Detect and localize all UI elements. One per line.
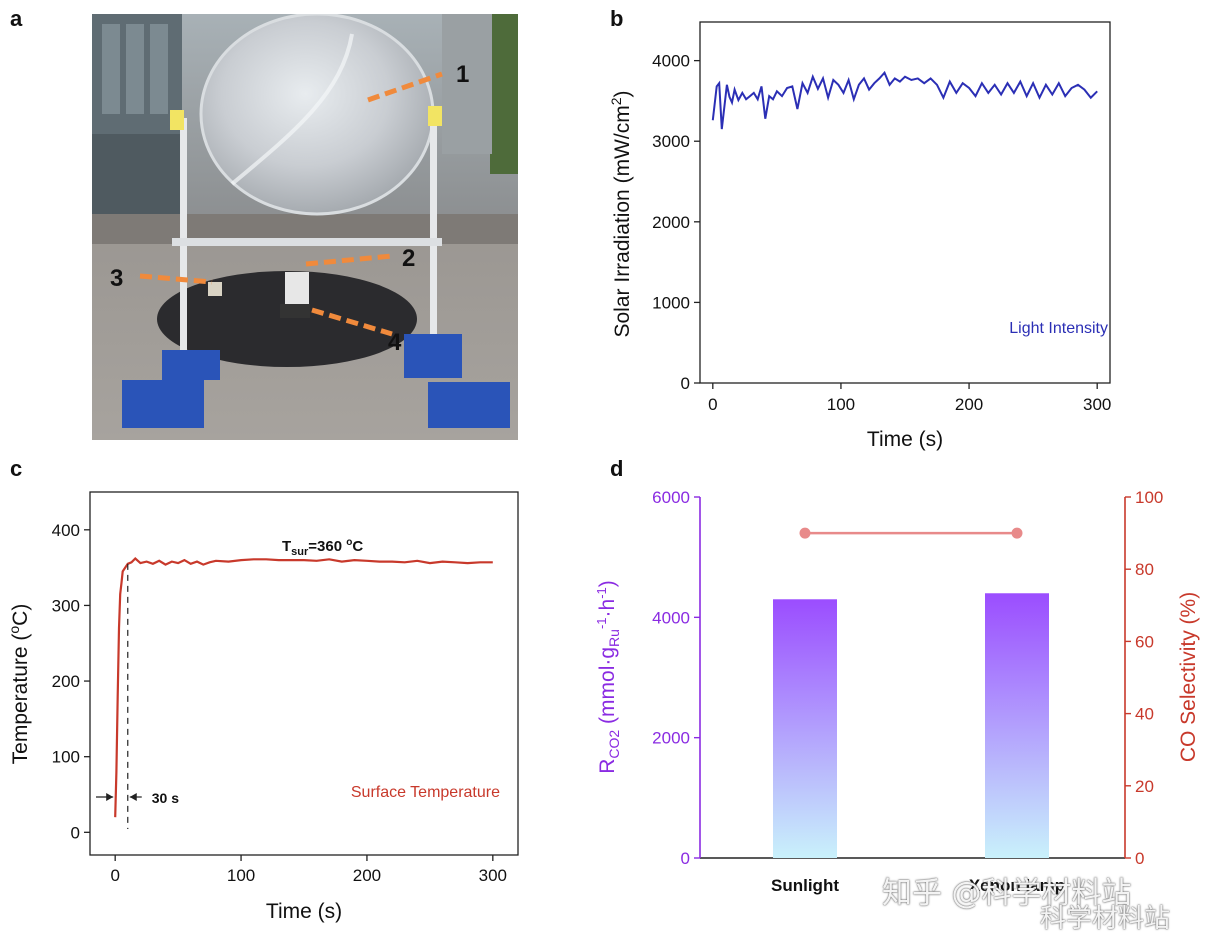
d-category-label-0: Sunlight — [771, 876, 839, 895]
callout-2: 2 — [402, 245, 415, 272]
d-right-tick-label-100: 100 — [1135, 488, 1163, 507]
setup-photo: 1 2 3 4 — [92, 14, 518, 440]
c-series-surface-temperature — [114, 556, 493, 818]
callout-1: 1 — [456, 61, 469, 88]
c-marker-arrowhead-right — [129, 793, 137, 801]
d-left-tick-label-0: 0 — [681, 849, 690, 868]
c-marker-label: 30 s — [152, 790, 179, 806]
b-ytick-label-4000: 4000 — [652, 52, 690, 71]
d-left-ylabel: RCO2 (mmol·gRu-1·h-1) — [594, 580, 622, 774]
b-ylabel: Solar Irradiation (mW/cm2) — [608, 90, 634, 337]
d-right-tick-label-60: 60 — [1135, 632, 1154, 651]
c-xtick-label-0: 0 — [110, 866, 119, 885]
d-selectivity-point-1 — [1011, 527, 1023, 539]
b-xtick-label-200: 200 — [955, 395, 983, 414]
b-ytick-label-3000: 3000 — [652, 132, 690, 151]
d-bar-1 — [985, 593, 1049, 858]
panel-label-d: d — [610, 456, 624, 481]
c-marker-arrowhead-left — [106, 793, 114, 801]
c-xtick-label-100: 100 — [227, 866, 255, 885]
c-ytick-label-100: 100 — [52, 748, 80, 767]
b-xtick-label-100: 100 — [827, 395, 855, 414]
callout-lines — [139, 71, 443, 337]
c-ytick-label-200: 200 — [52, 672, 80, 691]
c-annotation-tsur: Tsur=360 oC — [282, 537, 363, 558]
c-xtick-label-200: 200 — [353, 866, 381, 885]
d-right-tick-label-40: 40 — [1135, 705, 1154, 724]
d-left-tick-label-6000: 6000 — [652, 488, 690, 507]
callout-3: 3 — [110, 265, 123, 292]
setup-photo-illustration: 1 2 3 4 — [92, 14, 518, 440]
d-left-tick-label-2000: 2000 — [652, 729, 690, 748]
callout-4: 4 — [388, 329, 402, 356]
b-xtick-label-0: 0 — [708, 395, 717, 414]
c-ytick-label-400: 400 — [52, 521, 80, 540]
b-series-light-intensity — [711, 70, 1098, 130]
b-ytick-label-1000: 1000 — [652, 293, 690, 312]
c-ytick-label-300: 300 — [52, 596, 80, 615]
d-selectivity-point-0 — [799, 527, 811, 539]
panel-label-c: c — [10, 456, 23, 481]
d-bar-0 — [773, 599, 837, 858]
b-plot-frame — [699, 21, 1111, 384]
b-ytick-label-2000: 2000 — [652, 213, 690, 232]
b-xlabel: Time (s) — [867, 428, 943, 451]
c-xlabel: Time (s) — [266, 900, 342, 923]
d-right-tick-label-80: 80 — [1135, 560, 1154, 579]
c-legend-surface-temperature: Surface Temperature — [351, 784, 500, 801]
c-xtick-label-300: 300 — [479, 866, 507, 885]
d-right-ylabel: CO Selectivity (%) — [1177, 592, 1200, 762]
c-ytick-label-0: 0 — [71, 823, 80, 842]
d-right-tick-label-0: 0 — [1135, 849, 1144, 868]
d-right-tick-label-20: 20 — [1135, 777, 1154, 796]
panel-label-a: a — [10, 6, 23, 31]
b-legend-light-intensity: Light Intensity — [1009, 320, 1108, 337]
watermark-line1: 知乎 @科学材料站 — [882, 876, 1132, 911]
watermark-line2: 科学材料站 — [1040, 904, 1171, 934]
d-left-tick-label-4000: 4000 — [652, 608, 690, 627]
c-plot-frame — [89, 491, 519, 856]
c-ylabel: Temperature (oC) — [6, 604, 32, 765]
b-xtick-label-300: 300 — [1083, 395, 1111, 414]
panel-label-b: b — [610, 6, 624, 31]
b-ytick-label-0: 0 — [681, 374, 690, 393]
